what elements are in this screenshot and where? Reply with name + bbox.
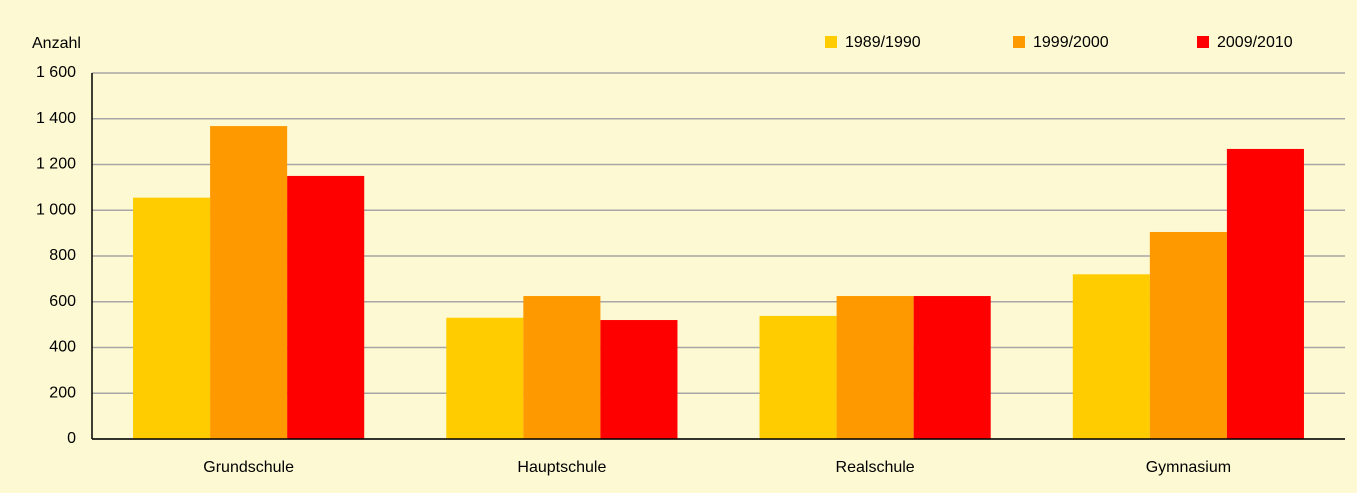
y-tick-label: 1 600	[36, 64, 76, 81]
y-tick-label: 800	[49, 247, 76, 264]
y-tick-label: 600	[49, 293, 76, 310]
y-tick-label: 400	[49, 339, 76, 356]
bar	[210, 126, 288, 439]
legend-label: 1999/2000	[1033, 34, 1109, 51]
bar	[1149, 231, 1227, 439]
bar	[836, 296, 914, 439]
legend-swatch	[1013, 36, 1025, 48]
bar	[446, 317, 524, 439]
bar	[600, 320, 678, 439]
bar	[1072, 274, 1150, 439]
legend-label: 2009/2010	[1217, 34, 1293, 51]
y-tick-label: 0	[67, 430, 76, 447]
bar	[913, 296, 991, 439]
legend-swatch	[825, 36, 837, 48]
bar	[523, 296, 601, 439]
y-tick-label: 1 200	[36, 156, 76, 173]
bar	[133, 197, 211, 439]
y-axis-label: Anzahl	[32, 35, 81, 52]
y-tick-label: 200	[49, 384, 76, 401]
y-tick-label: 1 000	[36, 201, 76, 218]
bar	[1226, 148, 1304, 439]
bar	[759, 315, 837, 439]
legend-swatch	[1197, 36, 1209, 48]
bar	[287, 175, 365, 439]
y-tick-label: 1 400	[36, 110, 76, 127]
x-tick-label: Grundschule	[203, 459, 294, 476]
x-tick-label: Realschule	[836, 459, 915, 476]
x-tick-label: Hauptschule	[517, 459, 606, 476]
x-tick-label: Gymnasium	[1146, 459, 1231, 476]
legend-label: 1989/1990	[845, 34, 921, 51]
